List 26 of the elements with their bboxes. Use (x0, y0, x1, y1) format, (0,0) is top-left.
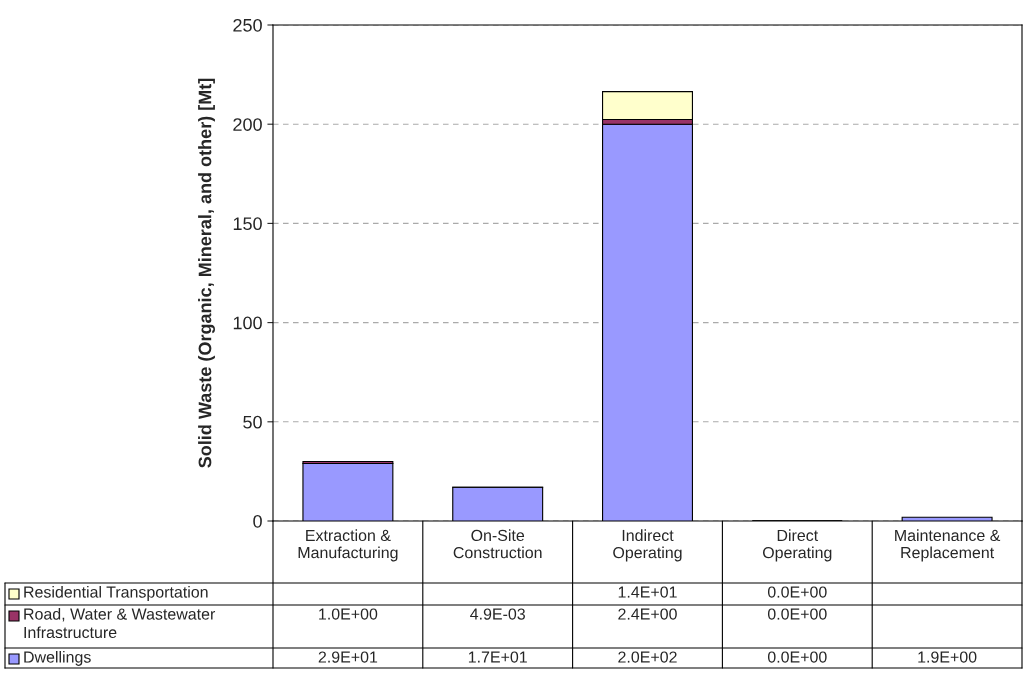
legend-label: Road, Water & Wastewater Infrastructure (24, 608, 216, 639)
data-label: 0.0E+00 (767, 608, 827, 620)
data-label: 2.0E+02 (618, 651, 677, 663)
data-label: 1.4E+01 (618, 586, 677, 598)
y-tick-label: 50 (243, 415, 262, 429)
data-label: 4.9E-03 (470, 608, 525, 620)
x-tick-label: Maintenance & Replacement (895, 529, 1001, 562)
x-tick-label: Direct Operating (762, 529, 832, 562)
x-tick-label: Extraction & Manufacturing (298, 529, 398, 562)
y-tick-label: 0 (253, 514, 262, 528)
y-tick-label: 200 (233, 118, 262, 131)
y-tick-label: 150 (233, 217, 262, 231)
data-label: 0.0E+00 (767, 651, 827, 663)
data-label: 0.0E+00 (767, 586, 827, 598)
data-label: 1.9E+00 (918, 651, 977, 663)
x-tick-label: On-Site Construction (453, 529, 542, 559)
legend-label: Residential Transportation (24, 586, 208, 601)
x-tick-label: Indirect Operating (613, 529, 682, 562)
legend-label: Dwellings (24, 651, 91, 666)
y-tick-label: 100 (233, 316, 262, 330)
data-label: 2.4E+00 (618, 608, 677, 620)
y-axis-title: Solid Waste (Organic, Mineral, and other) [Mt] (198, 78, 215, 468)
y-tick-label: 250 (233, 18, 262, 32)
data-label: 1.7E+01 (468, 651, 527, 663)
data-label: 1.0E+00 (319, 608, 378, 620)
data-label: 2.9E+01 (318, 651, 378, 663)
